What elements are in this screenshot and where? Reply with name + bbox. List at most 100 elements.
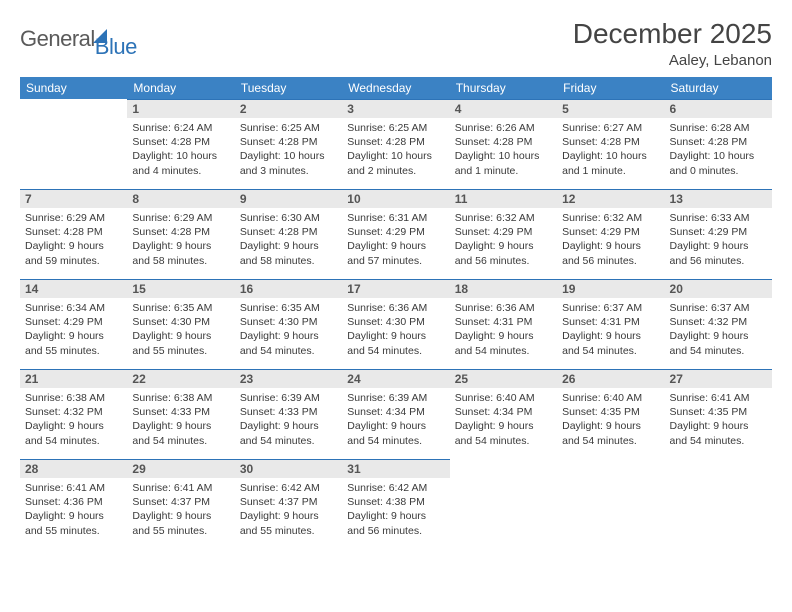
calendar-cell <box>20 99 127 189</box>
day-number: 17 <box>342 279 449 298</box>
weekday-header: Tuesday <box>235 77 342 99</box>
daylight-text: Daylight: 9 hours and 56 minutes. <box>562 239 659 267</box>
calendar-week-row: 7Sunrise: 6:29 AMSunset: 4:28 PMDaylight… <box>20 189 772 279</box>
day-details: Sunrise: 6:25 AMSunset: 4:28 PMDaylight:… <box>342 118 449 184</box>
daylight-text: Daylight: 9 hours and 54 minutes. <box>132 419 229 447</box>
sunset-text: Sunset: 4:38 PM <box>347 495 444 509</box>
day-number: 3 <box>342 99 449 118</box>
sunset-text: Sunset: 4:37 PM <box>240 495 337 509</box>
sunrise-text: Sunrise: 6:26 AM <box>455 121 552 135</box>
daylight-text: Daylight: 9 hours and 55 minutes. <box>25 509 122 537</box>
title-block: December 2025 Aaley, Lebanon <box>573 18 772 69</box>
calendar-cell: 21Sunrise: 6:38 AMSunset: 4:32 PMDayligh… <box>20 369 127 459</box>
sunrise-text: Sunrise: 6:38 AM <box>132 391 229 405</box>
day-details: Sunrise: 6:28 AMSunset: 4:28 PMDaylight:… <box>665 118 772 184</box>
sunrise-text: Sunrise: 6:31 AM <box>347 211 444 225</box>
sunrise-text: Sunrise: 6:28 AM <box>670 121 767 135</box>
calendar-body: 1Sunrise: 6:24 AMSunset: 4:28 PMDaylight… <box>20 99 772 549</box>
daylight-text: Daylight: 10 hours and 1 minute. <box>455 149 552 177</box>
weekday-header: Monday <box>127 77 234 99</box>
sunrise-text: Sunrise: 6:30 AM <box>240 211 337 225</box>
location-label: Aaley, Lebanon <box>573 52 772 69</box>
weekday-header: Friday <box>557 77 664 99</box>
sunrise-text: Sunrise: 6:32 AM <box>455 211 552 225</box>
calendar-cell: 7Sunrise: 6:29 AMSunset: 4:28 PMDaylight… <box>20 189 127 279</box>
daylight-text: Daylight: 9 hours and 54 minutes. <box>25 419 122 447</box>
day-details: Sunrise: 6:34 AMSunset: 4:29 PMDaylight:… <box>20 298 127 364</box>
day-number: 22 <box>127 369 234 388</box>
sunrise-text: Sunrise: 6:42 AM <box>347 481 444 495</box>
sunset-text: Sunset: 4:30 PM <box>132 315 229 329</box>
day-number: 23 <box>235 369 342 388</box>
day-details: Sunrise: 6:32 AMSunset: 4:29 PMDaylight:… <box>450 208 557 274</box>
calendar-cell <box>557 459 664 549</box>
day-details: Sunrise: 6:39 AMSunset: 4:33 PMDaylight:… <box>235 388 342 454</box>
calendar-cell: 24Sunrise: 6:39 AMSunset: 4:34 PMDayligh… <box>342 369 449 459</box>
calendar-cell: 31Sunrise: 6:42 AMSunset: 4:38 PMDayligh… <box>342 459 449 549</box>
calendar-cell: 15Sunrise: 6:35 AMSunset: 4:30 PMDayligh… <box>127 279 234 369</box>
sunset-text: Sunset: 4:28 PM <box>347 135 444 149</box>
day-number: 11 <box>450 189 557 208</box>
daylight-text: Daylight: 9 hours and 54 minutes. <box>347 329 444 357</box>
day-details: Sunrise: 6:41 AMSunset: 4:35 PMDaylight:… <box>665 388 772 454</box>
day-number: 4 <box>450 99 557 118</box>
sunset-text: Sunset: 4:28 PM <box>670 135 767 149</box>
day-number: 21 <box>20 369 127 388</box>
sunrise-text: Sunrise: 6:36 AM <box>347 301 444 315</box>
sunrise-text: Sunrise: 6:25 AM <box>240 121 337 135</box>
sunset-text: Sunset: 4:29 PM <box>562 225 659 239</box>
day-details: Sunrise: 6:24 AMSunset: 4:28 PMDaylight:… <box>127 118 234 184</box>
daylight-text: Daylight: 10 hours and 1 minute. <box>562 149 659 177</box>
day-number: 7 <box>20 189 127 208</box>
sunset-text: Sunset: 4:29 PM <box>347 225 444 239</box>
sunrise-text: Sunrise: 6:39 AM <box>347 391 444 405</box>
day-number: 8 <box>127 189 234 208</box>
day-details: Sunrise: 6:37 AMSunset: 4:31 PMDaylight:… <box>557 298 664 364</box>
sunset-text: Sunset: 4:28 PM <box>240 225 337 239</box>
sunset-text: Sunset: 4:37 PM <box>132 495 229 509</box>
calendar-cell: 9 Sunrise: 6:30 AMSunset: 4:28 PMDaylight… <box>235 189 342 279</box>
day-number: 1 <box>127 99 234 118</box>
sunset-text: Sunset: 4:30 PM <box>347 315 444 329</box>
day-number: 27 <box>665 369 772 388</box>
sunset-text: Sunset: 4:28 PM <box>562 135 659 149</box>
sunrise-text: Sunrise: 6:41 AM <box>25 481 122 495</box>
sunrise-text: Sunrise: 6:39 AM <box>240 391 337 405</box>
sunset-text: Sunset: 4:28 PM <box>240 135 337 149</box>
sunrise-text: Sunrise: 6:25 AM <box>347 121 444 135</box>
daylight-text: Daylight: 9 hours and 56 minutes. <box>670 239 767 267</box>
sunset-text: Sunset: 4:34 PM <box>455 405 552 419</box>
daylight-text: Daylight: 9 hours and 58 minutes. <box>240 239 337 267</box>
day-details: Sunrise: 6:40 AMSunset: 4:34 PMDaylight:… <box>450 388 557 454</box>
calendar-cell: 22 Sunrise: 6:38 AMSunset: 4:33 PMDayligh… <box>127 369 234 459</box>
day-number: 28 <box>20 459 127 478</box>
day-number: 13 <box>665 189 772 208</box>
daylight-text: Daylight: 9 hours and 57 minutes. <box>347 239 444 267</box>
calendar-week-row: 28Sunrise: 6:41 AMSunset: 4:36 PMDayligh… <box>20 459 772 549</box>
sunrise-text: Sunrise: 6:40 AM <box>455 391 552 405</box>
calendar-week-row: 21Sunrise: 6:38 AMSunset: 4:32 PMDayligh… <box>20 369 772 459</box>
sunset-text: Sunset: 4:29 PM <box>455 225 552 239</box>
day-details: Sunrise: 6:27 AMSunset: 4:28 PMDaylight:… <box>557 118 664 184</box>
calendar-cell: 8Sunrise: 6:29 AMSunset: 4:28 PMDaylight… <box>127 189 234 279</box>
day-number: 12 <box>557 189 664 208</box>
daylight-text: Daylight: 9 hours and 54 minutes. <box>455 329 552 357</box>
calendar-cell: 27Sunrise: 6:41 AMSunset: 4:35 PMDayligh… <box>665 369 772 459</box>
sunrise-text: Sunrise: 6:24 AM <box>132 121 229 135</box>
daylight-text: Daylight: 10 hours and 2 minutes. <box>347 149 444 177</box>
day-details: Sunrise: 6:35 AMSunset: 4:30 PMDaylight:… <box>235 298 342 364</box>
sunrise-text: Sunrise: 6:35 AM <box>240 301 337 315</box>
sunset-text: Sunset: 4:33 PM <box>132 405 229 419</box>
calendar-cell: 28Sunrise: 6:41 AMSunset: 4:36 PMDayligh… <box>20 459 127 549</box>
calendar-cell: 18Sunrise: 6:36 AMSunset: 4:31 PMDayligh… <box>450 279 557 369</box>
daylight-text: Daylight: 9 hours and 54 minutes. <box>670 329 767 357</box>
sunrise-text: Sunrise: 6:41 AM <box>670 391 767 405</box>
calendar-week-row: 14Sunrise: 6:34 AMSunset: 4:29 PMDayligh… <box>20 279 772 369</box>
day-details: Sunrise: 6:41 AMSunset: 4:36 PMDaylight:… <box>20 478 127 544</box>
day-number: 9 <box>235 189 342 208</box>
calendar-cell: 6Sunrise: 6:28 AMSunset: 4:28 PMDaylight… <box>665 99 772 189</box>
day-number: 6 <box>665 99 772 118</box>
sunrise-text: Sunrise: 6:29 AM <box>25 211 122 225</box>
sunrise-text: Sunrise: 6:38 AM <box>25 391 122 405</box>
calendar-cell: 25Sunrise: 6:40 AMSunset: 4:34 PMDayligh… <box>450 369 557 459</box>
